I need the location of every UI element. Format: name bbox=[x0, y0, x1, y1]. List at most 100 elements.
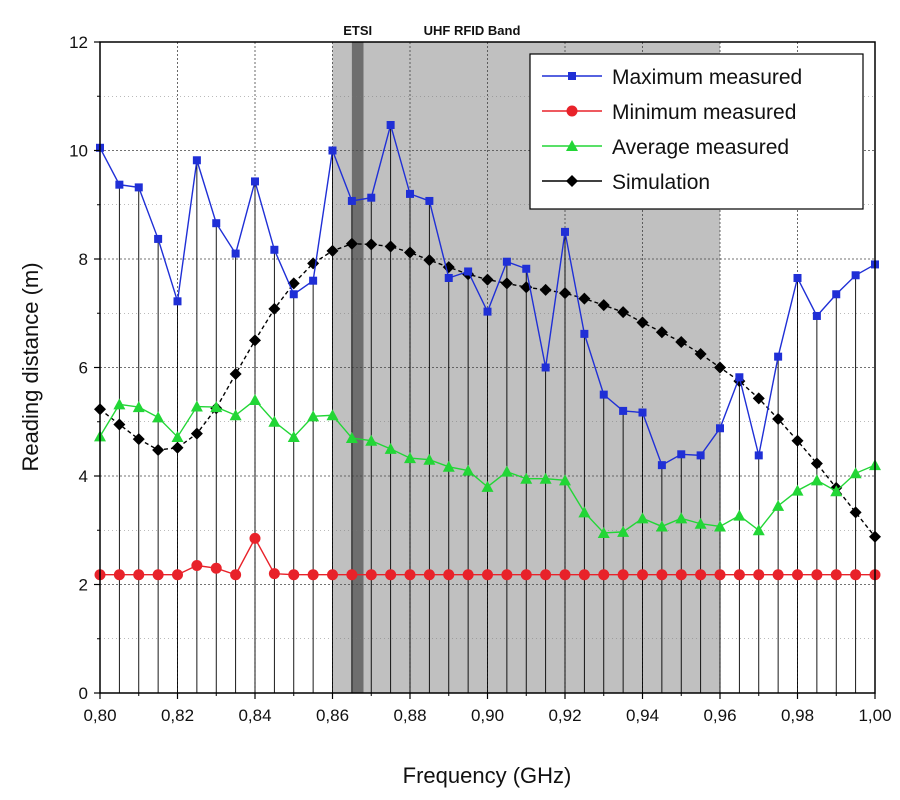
data-point bbox=[617, 306, 630, 319]
x-tick-label: 0,98 bbox=[781, 706, 814, 725]
data-point bbox=[636, 512, 649, 524]
data-point bbox=[772, 499, 785, 511]
data-point bbox=[481, 273, 494, 286]
data-point bbox=[365, 569, 377, 581]
data-point bbox=[482, 569, 493, 581]
data-point bbox=[772, 413, 785, 426]
data-point bbox=[598, 569, 610, 581]
data-point bbox=[423, 254, 436, 267]
data-point bbox=[597, 526, 610, 538]
data-point bbox=[229, 409, 242, 421]
data-point bbox=[774, 352, 783, 361]
data-point bbox=[541, 363, 550, 372]
data-point bbox=[327, 569, 338, 581]
x-tick-label: 0,84 bbox=[238, 706, 271, 725]
data-point bbox=[500, 277, 513, 290]
data-point bbox=[599, 390, 608, 399]
data-point bbox=[810, 474, 823, 486]
data-point bbox=[210, 401, 223, 413]
legend-marker-1 bbox=[566, 105, 578, 117]
data-point bbox=[772, 569, 784, 581]
data-point bbox=[849, 467, 862, 479]
data-point bbox=[502, 257, 511, 266]
data-point bbox=[849, 506, 862, 519]
data-point bbox=[695, 569, 707, 581]
data-point bbox=[288, 569, 300, 581]
y-tick-label: 8 bbox=[79, 250, 88, 269]
legend-label-1: Minimum measured bbox=[612, 101, 796, 124]
data-point bbox=[190, 400, 203, 412]
data-point bbox=[289, 290, 298, 299]
data-point bbox=[386, 121, 395, 130]
data-point bbox=[540, 569, 552, 581]
data-point bbox=[580, 329, 589, 338]
data-point bbox=[287, 430, 300, 442]
y-tick-label: 12 bbox=[69, 33, 88, 52]
data-point bbox=[483, 307, 492, 316]
data-point bbox=[231, 249, 240, 258]
data-point bbox=[655, 326, 668, 339]
y-tick-label: 0 bbox=[79, 684, 88, 703]
data-point bbox=[365, 434, 378, 446]
legend-label-2: Average measured bbox=[612, 136, 789, 159]
data-point bbox=[539, 472, 552, 484]
data-point bbox=[520, 569, 532, 581]
data-point bbox=[249, 394, 261, 406]
data-point bbox=[268, 568, 280, 580]
data-point bbox=[675, 336, 688, 349]
data-point bbox=[113, 569, 125, 581]
data-point bbox=[500, 465, 513, 477]
legend: Maximum measured Minimum measured Average … bbox=[529, 53, 864, 210]
data-point bbox=[406, 189, 414, 198]
data-point bbox=[192, 156, 201, 165]
y-axis-label: Reading distance (m) bbox=[18, 262, 43, 471]
x-tick-label: 0,82 bbox=[161, 706, 194, 725]
data-point bbox=[753, 569, 765, 581]
data-point bbox=[113, 418, 126, 431]
data-point bbox=[792, 569, 803, 581]
data-point bbox=[694, 517, 707, 529]
x-axis-label: Frequency (GHz) bbox=[403, 763, 572, 788]
y-tick-label: 10 bbox=[69, 142, 88, 161]
data-point bbox=[675, 569, 687, 581]
data-point bbox=[714, 361, 726, 374]
data-point bbox=[423, 569, 435, 581]
data-point bbox=[384, 442, 397, 454]
data-point bbox=[443, 569, 455, 581]
data-point bbox=[636, 316, 649, 329]
data-point bbox=[793, 273, 802, 282]
data-point bbox=[735, 373, 744, 382]
data-point bbox=[132, 433, 145, 446]
data-point bbox=[367, 193, 376, 202]
data-point bbox=[152, 411, 165, 423]
data-point bbox=[210, 562, 222, 574]
data-point bbox=[404, 452, 416, 464]
data-point bbox=[133, 569, 145, 581]
data-point bbox=[115, 180, 124, 189]
data-point bbox=[677, 450, 686, 459]
data-point bbox=[464, 267, 473, 276]
data-point bbox=[559, 569, 571, 581]
data-point bbox=[442, 460, 455, 472]
data-point bbox=[154, 234, 163, 243]
data-point bbox=[346, 569, 358, 581]
data-point bbox=[656, 569, 668, 581]
data-point bbox=[578, 506, 591, 518]
data-point bbox=[307, 569, 319, 581]
data-point bbox=[655, 520, 668, 532]
data-point bbox=[578, 292, 591, 305]
data-point bbox=[268, 302, 281, 315]
data-point bbox=[347, 196, 356, 205]
data-point bbox=[328, 146, 337, 155]
data-point bbox=[326, 244, 339, 257]
x-tick-label: 0,96 bbox=[703, 706, 736, 725]
data-point bbox=[249, 532, 261, 544]
data-point bbox=[191, 560, 203, 572]
data-point bbox=[791, 434, 804, 447]
data-point bbox=[733, 509, 746, 521]
data-point bbox=[251, 177, 259, 186]
x-tick-label: 0,94 bbox=[626, 706, 659, 725]
x-tick-label: 1,00 bbox=[858, 706, 891, 725]
data-point bbox=[851, 271, 860, 280]
